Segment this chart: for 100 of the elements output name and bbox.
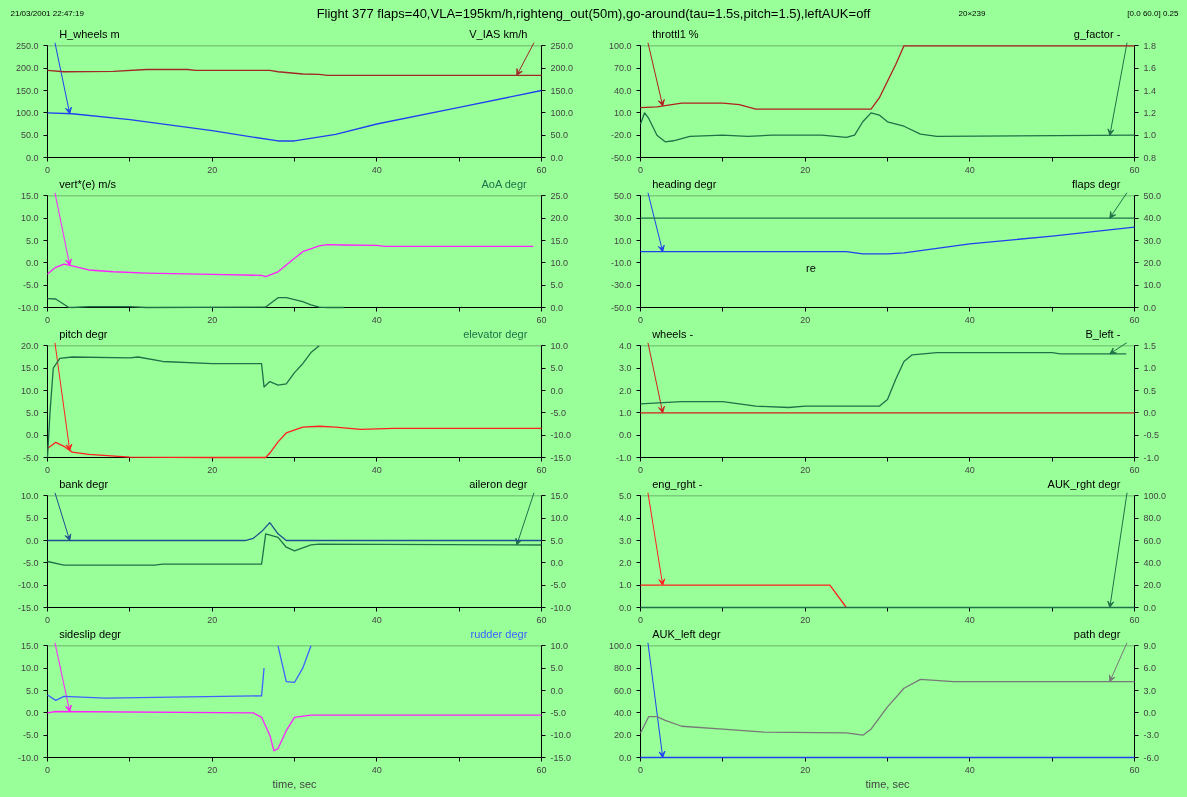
y-tick-label: 3.0 <box>618 363 632 374</box>
y-tick-label: 10.0 <box>20 663 39 674</box>
text: eng_rght - <box>652 477 703 490</box>
x-tick-label: 40 <box>371 764 382 775</box>
y-tick-label: 40.0 <box>613 85 632 96</box>
text: elevator degr <box>463 327 528 340</box>
text: wheels - <box>651 327 694 340</box>
y-tick-label: 40.0 <box>613 707 632 718</box>
y-tick-label: 5.0 <box>618 490 632 501</box>
y-tick-label: 0.0 <box>25 152 39 163</box>
y2-tick-label: 20.0 <box>550 213 569 224</box>
x-tick-label: 0 <box>45 164 51 175</box>
y2-tick-label: 100.0 <box>550 107 574 118</box>
y2-tick-label: 20.0 <box>1143 580 1162 591</box>
y-tick-label: -50.0 <box>610 302 632 313</box>
x-tick-label: 20 <box>207 164 218 175</box>
x-tick-label: 60 <box>536 314 547 325</box>
y2-tick-label: -10.0 <box>550 430 572 441</box>
y-tick-label: 200.0 <box>15 63 39 74</box>
y2-tick-label: 30.0 <box>1143 235 1162 246</box>
y2-tick-label: 10.0 <box>550 257 569 268</box>
y2-tick-label: 5.0 <box>550 363 564 374</box>
text: H_wheels m <box>59 27 120 40</box>
x-tick-label: 20 <box>800 464 811 475</box>
y2-tick-label: 0.5 <box>1143 385 1157 396</box>
y-tick-label: 0.0 <box>25 535 39 546</box>
x-tick-label: 0 <box>638 464 644 475</box>
y-tick-label: -1.0 <box>615 452 632 463</box>
y2-tick-label: 10.0 <box>1143 280 1162 291</box>
y-tick-label: 4.0 <box>618 340 632 351</box>
y2-tick-label: -5.0 <box>550 407 567 418</box>
x-tick-label: 0 <box>45 614 51 625</box>
y2-tick-label: -5.0 <box>550 580 567 591</box>
y-tick-label: 10.0 <box>613 107 632 118</box>
y2-tick-label: 1.8 <box>1143 40 1157 51</box>
text: pitch degr <box>59 327 108 340</box>
x-tick-label: 0 <box>638 764 644 775</box>
y2-tick-label: 15.0 <box>550 235 569 246</box>
y2-tick-label: 10.0 <box>550 340 569 351</box>
x-tick-label: 60 <box>1129 614 1140 625</box>
text: aileron degr <box>469 477 528 490</box>
x-tick-label: 40 <box>964 164 975 175</box>
y-tick-label: 4.0 <box>618 513 632 524</box>
x-tick-label: 20 <box>207 314 218 325</box>
y2-tick-label: 10.0 <box>550 640 569 651</box>
line-series <box>46 297 345 309</box>
y-tick-label: 0.0 <box>618 752 632 763</box>
y-tick-label: 80.0 <box>613 663 632 674</box>
y2-tick-label: 0.0 <box>1143 707 1157 718</box>
y-tick-label: -10.0 <box>17 302 39 313</box>
x-tick-label: 0 <box>45 314 51 325</box>
y2-tick-label: -1.0 <box>1143 452 1160 463</box>
y-tick-label: 5.0 <box>25 513 39 524</box>
y-tick-label: 15.0 <box>20 190 39 201</box>
x-tick-label: 40 <box>371 314 382 325</box>
text: 21/03/2001 22:47:19 <box>10 9 85 18</box>
y-tick-label: 70.0 <box>613 63 632 74</box>
y2-tick-label: 1.2 <box>1143 107 1157 118</box>
y2-tick-label: 50.0 <box>550 130 569 141</box>
x-tick-label: 60 <box>1129 314 1140 325</box>
y-tick-label: -15.0 <box>17 602 39 613</box>
text: AoA degr <box>481 177 528 190</box>
y2-tick-label: 80.0 <box>1143 513 1162 524</box>
x-tick-label: 40 <box>964 614 975 625</box>
line-series <box>639 45 1136 110</box>
x-tick-label: 40 <box>964 764 975 775</box>
x-tick-label: 20 <box>207 764 218 775</box>
y-tick-label: -5.0 <box>22 452 39 463</box>
y-tick-label: 0.0 <box>618 430 632 441</box>
y-tick-label: -10.0 <box>17 752 39 763</box>
y-tick-label: -5.0 <box>22 280 39 291</box>
x-tick-label: 60 <box>1129 464 1140 475</box>
y2-tick-label: -10.0 <box>550 730 572 741</box>
x-tick-label: 0 <box>638 614 644 625</box>
y-tick-label: 5.0 <box>25 685 39 696</box>
y-tick-label: 0.0 <box>25 430 39 441</box>
y2-tick-label: 0.0 <box>550 302 564 313</box>
y-tick-label: -10.0 <box>17 580 39 591</box>
y-tick-label: 0.0 <box>618 602 632 613</box>
y2-tick-label: -3.0 <box>1143 730 1160 741</box>
y2-tick-label: 15.0 <box>550 490 569 501</box>
y-tick-label: 2.0 <box>618 557 632 568</box>
x-tick-label: 40 <box>371 164 382 175</box>
y2-tick-label: 1.4 <box>1143 85 1157 96</box>
x-tick-label: 60 <box>536 164 547 175</box>
text: [0.0 60.0] 0.25 <box>1127 9 1180 18</box>
y2-tick-label: -0.5 <box>1143 430 1160 441</box>
y-tick-label: -5.0 <box>22 557 39 568</box>
text: 20×239 <box>958 9 986 18</box>
y2-tick-label: 1.6 <box>1143 63 1157 74</box>
y2-tick-label: -5.0 <box>550 707 567 718</box>
y2-tick-label: -6.0 <box>1143 752 1160 763</box>
y2-tick-label: 3.0 <box>1143 685 1157 696</box>
line-series <box>639 678 1136 736</box>
y2-tick-label: -15.0 <box>550 452 572 463</box>
y-tick-label: 100.0 <box>15 107 39 118</box>
y2-tick-label: 10.0 <box>550 513 569 524</box>
line-series <box>46 345 320 459</box>
text: V_IAS km/h <box>469 27 528 40</box>
y2-tick-label: 150.0 <box>550 85 574 96</box>
